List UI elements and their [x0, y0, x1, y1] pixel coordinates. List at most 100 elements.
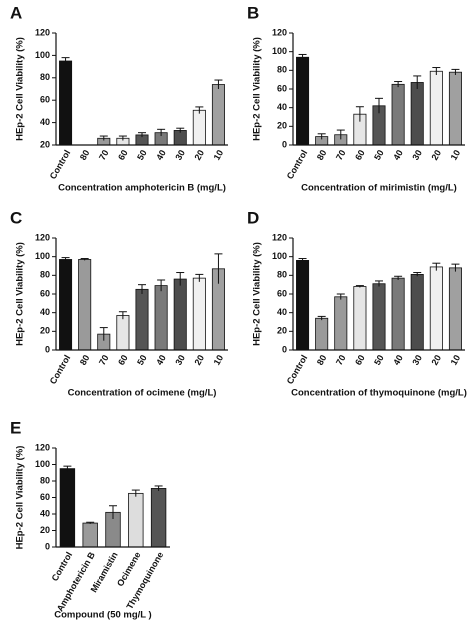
- bar: [116, 315, 130, 351]
- bar: [59, 259, 73, 351]
- y-axis-label: HEp-2 Cell Viability (%): [252, 242, 263, 346]
- bar: [59, 468, 76, 548]
- y-tick-label: 80: [40, 475, 50, 485]
- y-tick-label: 40: [277, 102, 287, 112]
- x-tick-label: 30: [173, 353, 187, 367]
- bar: [334, 296, 348, 351]
- y-tick-label: 20: [40, 326, 50, 336]
- x-tick-label: 10: [212, 353, 226, 367]
- x-tick-label: 30: [410, 353, 424, 367]
- bar: [315, 317, 329, 351]
- bar: [211, 84, 225, 146]
- x-tick-label: 60: [353, 148, 367, 162]
- y-tick-label: 40: [277, 307, 287, 317]
- x-tick-label: 50: [372, 353, 386, 367]
- y-tick-label: 20: [277, 121, 287, 131]
- x-tick-label: Control: [48, 353, 73, 386]
- x-axis-label: Compound (50 mg/L ): [54, 610, 151, 621]
- y-tick-label: 80: [40, 72, 50, 82]
- y-tick-label: 40: [40, 307, 50, 317]
- x-tick-label: 20: [192, 148, 206, 162]
- y-tick-label: 100: [35, 251, 50, 261]
- x-tick-label: 70: [97, 353, 111, 367]
- y-tick-label: 40: [40, 117, 50, 127]
- x-axis-label: Concentration amphotericin B (mg/L): [58, 183, 226, 194]
- bar: [410, 82, 424, 146]
- x-tick-label: Control: [50, 550, 75, 583]
- y-tick-label: 0: [45, 541, 50, 551]
- panel: E HEp-2 Cell Viability (%) Compound (50 mg…: [10, 418, 170, 621]
- y-tick-label: 60: [40, 95, 50, 105]
- panel-label: B: [247, 3, 259, 22]
- x-tick-label: 60: [116, 353, 130, 367]
- x-tick-label: 30: [173, 148, 187, 162]
- bar: [410, 274, 424, 351]
- bar: [448, 267, 462, 351]
- bar: [429, 266, 443, 351]
- x-tick-label: 30: [410, 148, 424, 162]
- y-tick-label: 100: [35, 50, 50, 60]
- y-tick-label: 100: [272, 46, 287, 56]
- y-tick-label: 60: [40, 288, 50, 298]
- y-tick-label: 80: [40, 270, 50, 280]
- y-tick-label: 0: [282, 344, 287, 354]
- panel: A HEp-2 Cell Viability (%) Concentration a…: [10, 3, 228, 194]
- panel-label: C: [10, 208, 22, 227]
- x-tick-label: 80: [78, 353, 92, 367]
- x-axis-label: Concentration of mirimistin (mg/L): [301, 183, 457, 194]
- y-tick-label: 60: [277, 83, 287, 93]
- x-tick-label: Control: [285, 148, 310, 181]
- panel: D HEp-2 Cell Viability (%) Concentration o…: [247, 208, 467, 398]
- x-tick-label: 80: [315, 148, 329, 162]
- bar: [372, 283, 386, 351]
- x-tick-label: 40: [154, 148, 168, 162]
- bar: [128, 492, 144, 548]
- bar: [78, 259, 92, 351]
- y-tick-label: 0: [45, 344, 50, 354]
- x-tick-label: 80: [315, 353, 329, 367]
- x-tick-label: 40: [391, 353, 405, 367]
- y-tick-label: 100: [35, 459, 50, 469]
- x-tick-label: 70: [334, 353, 348, 367]
- y-axis-label: HEp-2 Cell Viability (%): [15, 446, 26, 550]
- y-axis-label: HEp-2 Cell Viability (%): [15, 242, 26, 346]
- x-tick-label: Control: [48, 148, 73, 181]
- x-tick-label: Control: [285, 353, 310, 386]
- y-tick-label: 120: [272, 232, 287, 242]
- bar: [150, 488, 167, 548]
- panel-label: A: [10, 3, 22, 22]
- y-tick-label: 60: [40, 492, 50, 502]
- panel: B HEp-2 Cell Viability (%) Concentration o…: [247, 3, 465, 194]
- bar: [154, 285, 168, 351]
- x-tick-label: 80: [78, 148, 92, 162]
- bar: [135, 288, 149, 351]
- y-tick-label: 60: [277, 288, 287, 298]
- y-axis-label: HEp-2 Cell Viability (%): [15, 37, 26, 141]
- x-axis-label: Concentration of thymoquinone (mg/L): [291, 388, 467, 399]
- x-tick-label: 20: [192, 353, 206, 367]
- y-tick-label: 40: [40, 508, 50, 518]
- y-axis-label: HEp-2 Cell Viability (%): [252, 37, 263, 141]
- y-tick-label: 80: [277, 65, 287, 75]
- bar: [296, 260, 310, 351]
- panel-label: E: [10, 418, 21, 437]
- bar: [82, 522, 98, 548]
- x-tick-label: 60: [353, 353, 367, 367]
- x-tick-label: 40: [154, 353, 168, 367]
- x-tick-label: 70: [334, 148, 348, 162]
- x-tick-label: 50: [372, 148, 386, 162]
- panel: C HEp-2 Cell Viability (%) Concentration o…: [10, 208, 228, 399]
- x-tick-label: 60: [116, 148, 130, 162]
- y-tick-label: 20: [40, 139, 50, 149]
- y-tick-label: 100: [272, 251, 287, 261]
- bar: [391, 277, 405, 351]
- x-tick-label: 10: [449, 353, 463, 367]
- bar: [59, 60, 73, 146]
- y-tick-label: 20: [40, 525, 50, 535]
- bar: [448, 71, 462, 146]
- x-tick-label: 20: [429, 353, 443, 367]
- bar: [296, 56, 310, 146]
- x-tick-label: 50: [135, 148, 149, 162]
- x-axis-label: Concentration of ocimene (mg/L): [68, 388, 217, 399]
